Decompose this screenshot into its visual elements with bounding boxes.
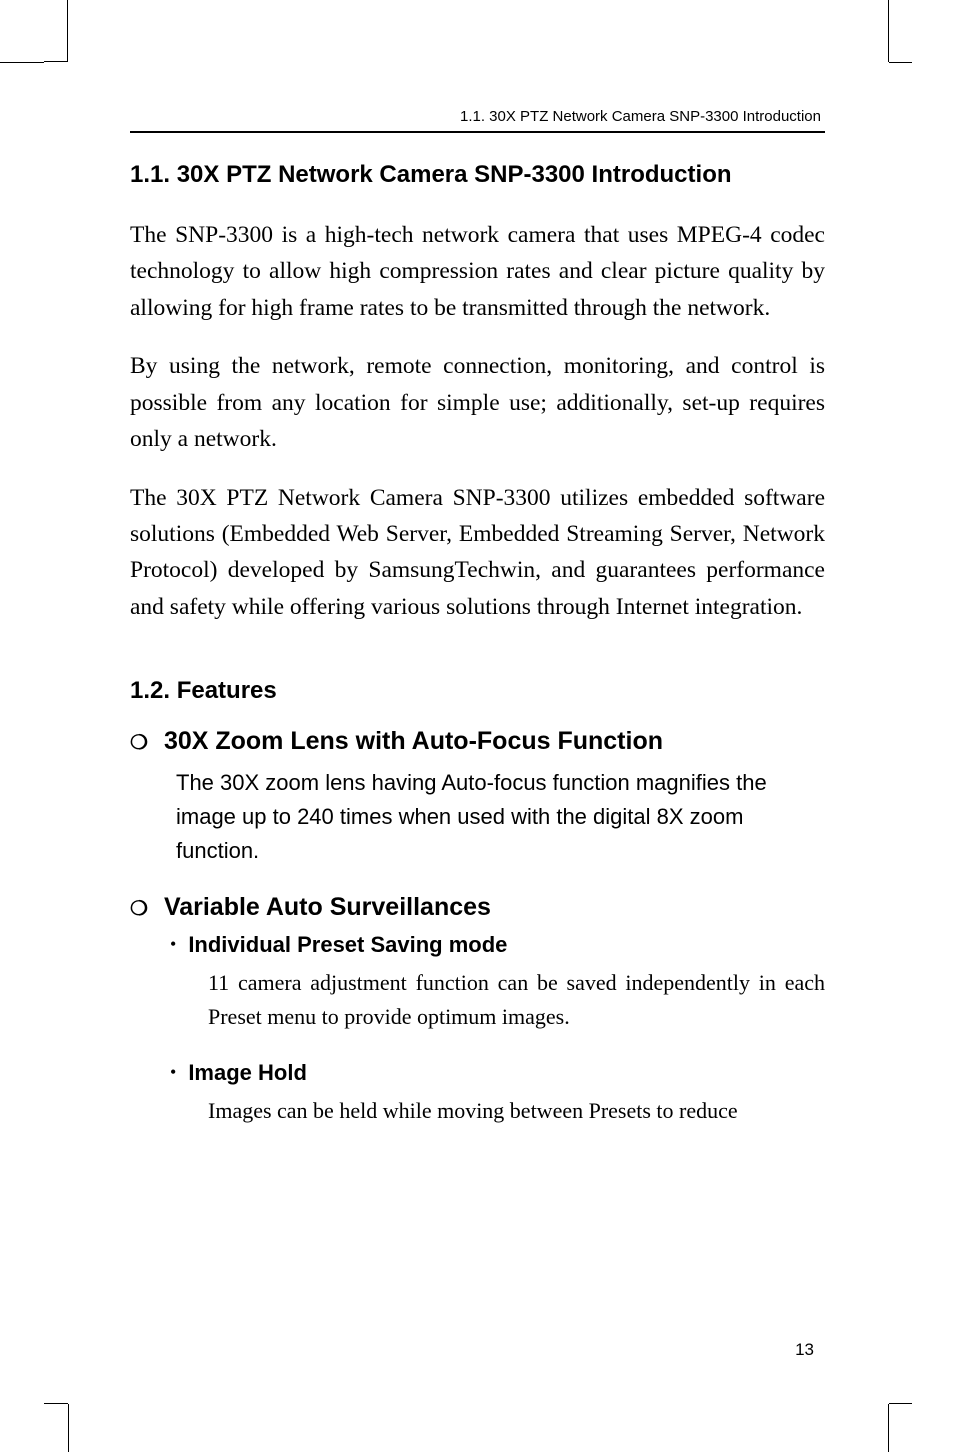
crop-mark <box>0 62 44 63</box>
circle-bullet-icon: ❍ <box>130 899 148 919</box>
crop-mark <box>68 1404 69 1452</box>
feature-2-sub-1-title: Individual Preset Saving mode <box>188 932 507 958</box>
feature-2-row: ❍ Variable Auto Surveillances <box>130 893 825 922</box>
circle-bullet-icon: ❍ <box>130 733 148 753</box>
section-1-para-1: The SNP-3300 is a high-tech network came… <box>130 217 825 326</box>
section-1-para-2: By using the network, remote connection,… <box>130 348 825 457</box>
feature-2-sub-2-title: Image Hold <box>188 1060 307 1086</box>
crop-mark <box>889 62 912 63</box>
feature-2-sub-2-row: • Image Hold <box>170 1060 825 1086</box>
section-1-title: 1.1. 30X PTZ Network Camera SNP-3300 Int… <box>130 161 825 189</box>
feature-1-body: The 30X zoom lens having Auto-focus func… <box>176 766 825 868</box>
crop-mark <box>888 1404 889 1452</box>
crop-mark <box>888 0 889 62</box>
feature-1-row: ❍ 30X Zoom Lens with Auto-Focus Function <box>130 727 825 756</box>
section-1-para-3: The 30X PTZ Network Camera SNP-3300 util… <box>130 480 825 626</box>
feature-2-sub-1-body: 11 camera adjustment function can be sav… <box>208 966 825 1034</box>
header-rule <box>130 131 825 133</box>
dot-bullet-icon: • <box>170 1063 176 1081</box>
page-number: 13 <box>795 1340 814 1360</box>
crop-mark <box>44 1403 68 1404</box>
crop-mark <box>44 0 68 62</box>
feature-1-title: 30X Zoom Lens with Auto-Focus Function <box>164 727 663 756</box>
crop-mark <box>889 1403 912 1404</box>
page-content: 1.1. 30X PTZ Network Camera SNP-3300 Int… <box>130 108 825 1154</box>
dot-bullet-icon: • <box>170 935 176 953</box>
running-head: 1.1. 30X PTZ Network Camera SNP-3300 Int… <box>130 108 825 125</box>
feature-2-title: Variable Auto Surveillances <box>164 893 491 922</box>
section-2-title: 1.2. Features <box>130 677 825 705</box>
feature-2-sub-1-row: • Individual Preset Saving mode <box>170 932 825 958</box>
feature-2-sub-2-body: Images can be held while moving between … <box>208 1094 825 1128</box>
